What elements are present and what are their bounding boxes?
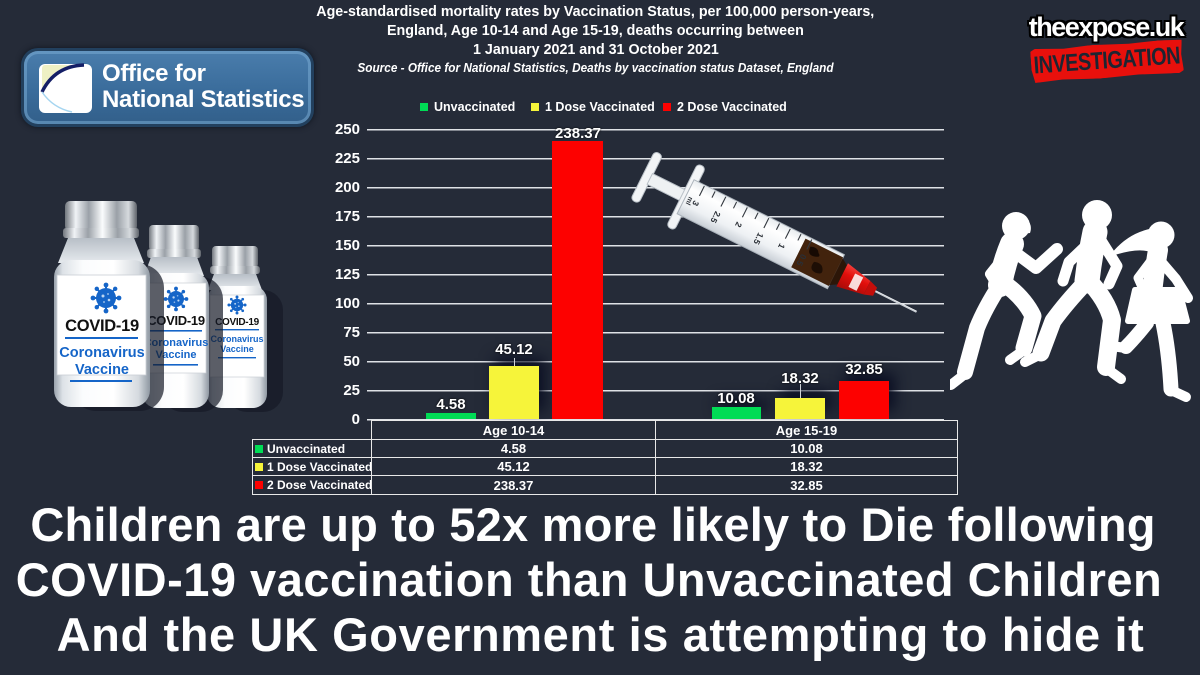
- svg-text:Vaccine: Vaccine: [75, 362, 129, 378]
- svg-text:Vaccine: Vaccine: [156, 349, 197, 361]
- svg-text:1: 1: [776, 242, 787, 251]
- svg-text:COVID-19: COVID-19: [215, 317, 259, 328]
- svg-text:1.5: 1.5: [751, 231, 765, 246]
- svg-text:2.5: 2.5: [708, 210, 722, 225]
- svg-text:COVID-19: COVID-19: [65, 317, 139, 335]
- svg-text:0.5: 0.5: [794, 253, 808, 268]
- svg-text:Vaccine: Vaccine: [220, 344, 254, 354]
- svg-text:ml: ml: [684, 195, 694, 205]
- svg-text:3: 3: [690, 199, 701, 208]
- svg-text:Coronavirus: Coronavirus: [210, 334, 263, 344]
- svg-text:Coronavirus: Coronavirus: [59, 345, 144, 361]
- svg-text:2: 2: [733, 220, 744, 229]
